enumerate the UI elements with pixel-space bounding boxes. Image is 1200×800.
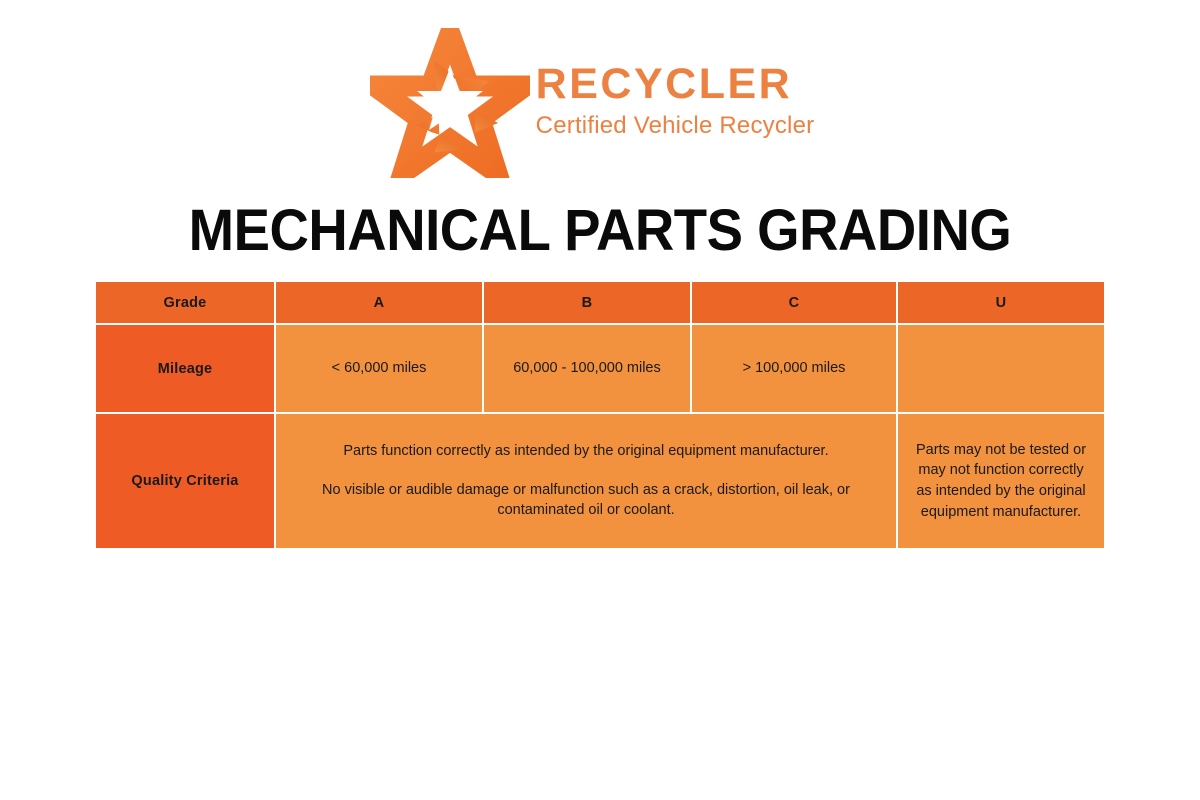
row-label-quality-criteria: Quality Criteria bbox=[96, 414, 276, 548]
page-title: MECHANICAL PARTS GRADING bbox=[188, 198, 1012, 263]
header-cell-b: B bbox=[484, 282, 692, 325]
table-row-quality-criteria: Quality Criteria Parts function correctl… bbox=[96, 414, 1104, 548]
header-cell-u: U bbox=[898, 282, 1104, 325]
recycling-star-icon bbox=[369, 28, 530, 178]
mechanical-parts-grading-table: Grade A B C U Mileage < 60,000 miles 60,… bbox=[96, 282, 1104, 548]
row-label-mileage: Mileage bbox=[96, 325, 276, 414]
brand-logo: RECYCLER Certified Vehicle Recycler bbox=[0, 28, 1200, 178]
logo-text: RECYCLER Certified Vehicle Recycler bbox=[535, 59, 815, 144]
header-cell-grade: Grade bbox=[96, 282, 276, 325]
mileage-cell-b: 60,000 - 100,000 miles bbox=[484, 325, 692, 414]
mileage-cell-a: < 60,000 miles bbox=[276, 325, 484, 414]
quality-criteria-u-text: Parts may not be tested or may not funct… bbox=[915, 441, 1087, 520]
logo-inner: RECYCLER Certified Vehicle Recycler bbox=[369, 28, 815, 178]
mileage-cell-u bbox=[898, 325, 1104, 414]
quality-criteria-line-1: Parts function correctly as intended by … bbox=[343, 443, 829, 460]
table-header-row: Grade A B C U bbox=[96, 282, 1104, 325]
table-row-mileage: Mileage < 60,000 miles 60,000 - 100,000 … bbox=[96, 325, 1104, 414]
quality-criteria-merged-cell: Parts function correctly as intended by … bbox=[276, 414, 898, 548]
quality-criteria-line-2: No visible or audible damage or malfunct… bbox=[322, 481, 850, 519]
header-cell-a: A bbox=[276, 282, 484, 325]
brand-tagline: Certified Vehicle Recycler bbox=[535, 111, 815, 139]
quality-criteria-cell-u: Parts may not be tested or may not funct… bbox=[898, 414, 1104, 548]
brand-name: RECYCLER bbox=[535, 59, 793, 108]
header-cell-c: C bbox=[692, 282, 898, 325]
mileage-cell-c: > 100,000 miles bbox=[692, 325, 898, 414]
quality-criteria-text: Parts function correctly as intended by … bbox=[276, 441, 896, 521]
